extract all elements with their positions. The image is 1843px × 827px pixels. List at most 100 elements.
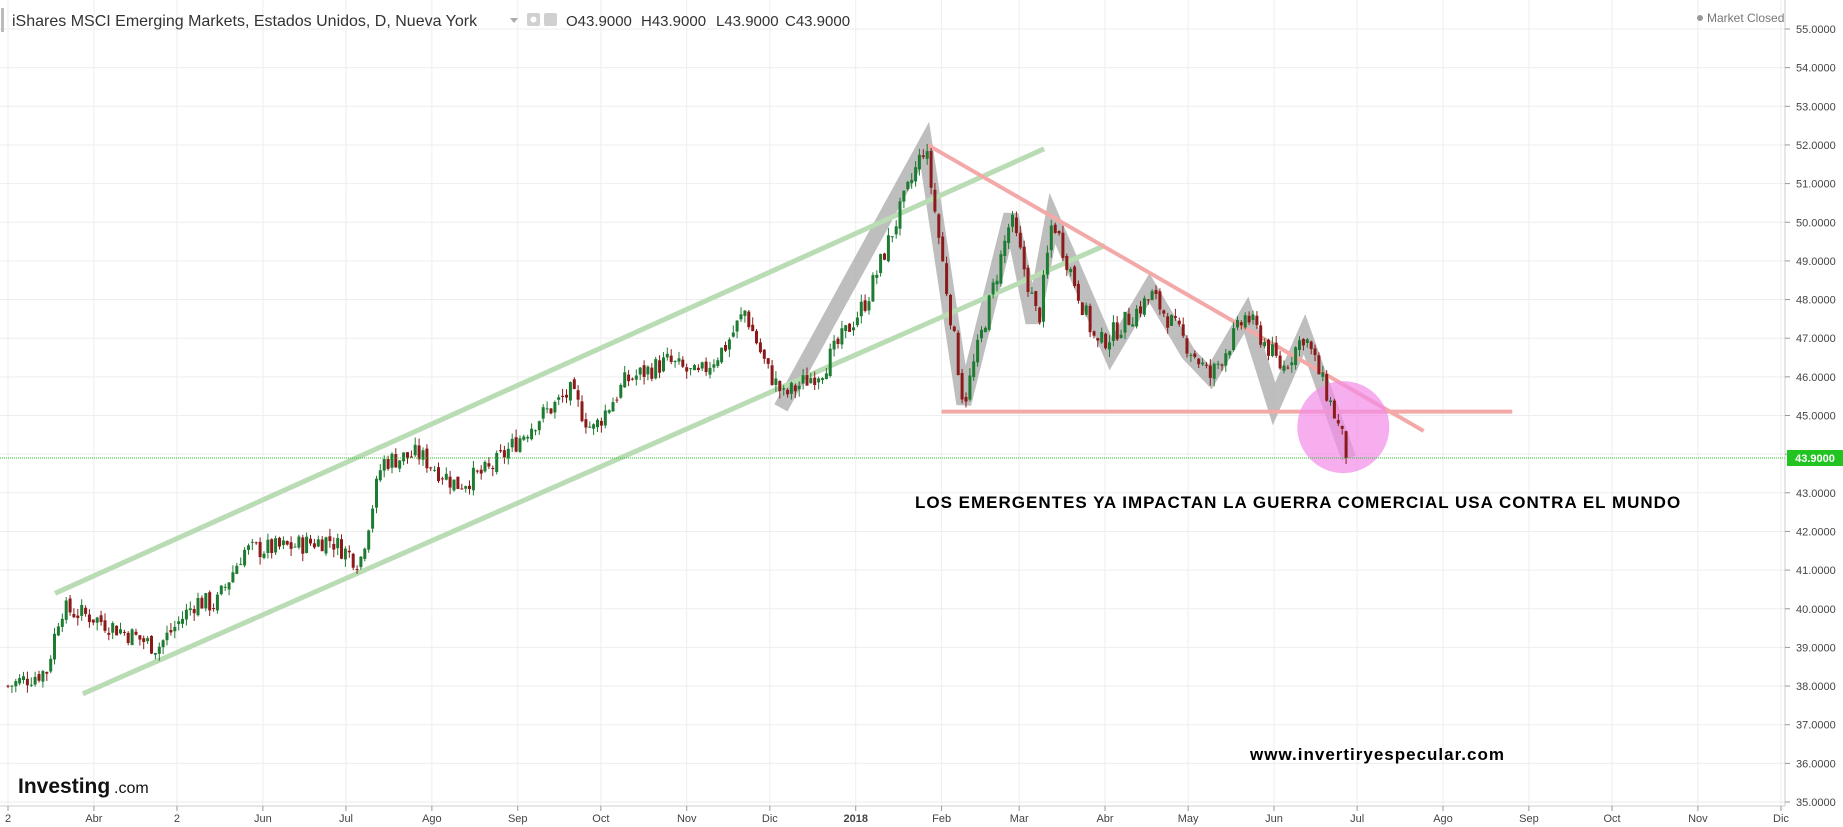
candle-down: [134, 631, 138, 635]
candle-down: [848, 323, 852, 332]
candle-down: [1220, 364, 1224, 366]
candle-up: [665, 353, 669, 358]
candle-up: [1263, 341, 1267, 347]
x-tick-label: Oct: [592, 813, 609, 825]
candle-up: [991, 282, 995, 295]
y-tick-label: 48.0000: [1796, 295, 1836, 307]
candle-up: [720, 347, 724, 363]
candle-down: [805, 375, 809, 386]
candle-down: [84, 607, 88, 614]
x-tick-label: Mar: [1010, 813, 1029, 825]
candle-up: [619, 384, 623, 398]
candle-up: [980, 329, 983, 339]
candle-up: [894, 226, 898, 235]
candle-up: [824, 373, 828, 380]
x-tick-label: Jul: [339, 813, 353, 825]
candle-down: [572, 379, 576, 389]
y-tick-label: 51.0000: [1796, 179, 1836, 191]
candle-up: [801, 375, 805, 384]
chevron-down-icon[interactable]: [510, 18, 518, 23]
candle-up: [1119, 334, 1123, 338]
settings-icon-dot: [530, 16, 537, 23]
candle-down: [150, 635, 153, 654]
candle-down: [1061, 232, 1065, 258]
candle-down: [1154, 290, 1158, 294]
chart-type-icon[interactable]: [544, 13, 557, 26]
candle-down: [650, 367, 654, 379]
candle-up: [146, 638, 150, 642]
candle-up: [821, 378, 824, 380]
candle-up: [735, 320, 739, 332]
candle-down: [949, 295, 952, 326]
candle-up: [247, 545, 250, 550]
candle-up: [987, 295, 991, 330]
y-tick-label: 43.0000: [1796, 488, 1836, 500]
candle-up: [421, 450, 425, 460]
candle-down: [615, 399, 619, 401]
candle-down: [696, 367, 700, 370]
candle-down: [1146, 299, 1150, 301]
candle-down: [1127, 313, 1131, 325]
last-price-value: 43.9000: [1795, 453, 1835, 465]
candle-up: [557, 397, 561, 400]
candle-up: [1232, 328, 1236, 350]
investing-logo: Investing .com: [18, 775, 149, 798]
candle-down: [1018, 232, 1022, 248]
last-price-tag: 43.9000: [1787, 450, 1843, 466]
candle-up: [530, 428, 534, 440]
candle-up: [1270, 344, 1274, 356]
candle-down: [25, 678, 29, 686]
candle-down: [941, 236, 945, 262]
candle-down: [685, 367, 689, 372]
candle-down: [1166, 316, 1170, 328]
candle-up: [689, 368, 693, 370]
candle-down: [921, 155, 925, 158]
candle-down: [669, 355, 673, 362]
candle-down: [208, 592, 212, 611]
candle-up: [917, 154, 921, 170]
candle-down: [1313, 348, 1317, 355]
candle-up: [832, 340, 836, 350]
x-tick-label: Jun: [1265, 813, 1283, 825]
candle-up: [343, 548, 347, 560]
candle-up: [914, 167, 918, 182]
candle-down: [960, 373, 964, 400]
candle-down: [1181, 324, 1185, 336]
candle-down: [99, 615, 103, 622]
candle-up: [1298, 340, 1301, 350]
x-axis[interactable]: 2 Abr 2 Jun Jul Ago Sep Oct Nov Dic 2018 Feb Mar Abr M…: [5, 806, 1790, 825]
candle-down: [1309, 341, 1313, 349]
candle-up: [375, 478, 378, 508]
y-tick-label: 45.0000: [1796, 411, 1836, 423]
candle-up: [902, 190, 906, 202]
candle-up: [64, 600, 68, 620]
candle-down: [929, 150, 933, 188]
candle-down: [1204, 364, 1208, 366]
candle-up: [1251, 314, 1255, 320]
candle-up: [817, 378, 821, 383]
candle-up: [305, 536, 309, 553]
candle-down: [417, 445, 421, 460]
candle-up: [239, 564, 243, 566]
logo-sub-text: .com: [114, 780, 149, 797]
candle-down: [440, 478, 444, 480]
candle-up: [243, 549, 247, 566]
candle-down: [142, 638, 146, 642]
candle-up: [844, 325, 848, 331]
collapse-icon[interactable]: [1, 8, 4, 32]
candle-down: [1073, 266, 1077, 286]
candle-up: [526, 436, 530, 439]
candle-up: [281, 540, 285, 546]
candle-down: [386, 459, 390, 469]
candle-up: [18, 678, 22, 684]
candle-up: [890, 236, 894, 238]
candle-down: [169, 630, 173, 633]
y-tick-label: 46.0000: [1796, 372, 1836, 384]
y-tick-label: 55.0000: [1796, 24, 1836, 36]
candle-up: [875, 274, 879, 278]
candle-down: [87, 614, 91, 623]
candle-down: [681, 359, 685, 367]
candle-down: [347, 550, 351, 553]
candle-up: [886, 235, 890, 262]
